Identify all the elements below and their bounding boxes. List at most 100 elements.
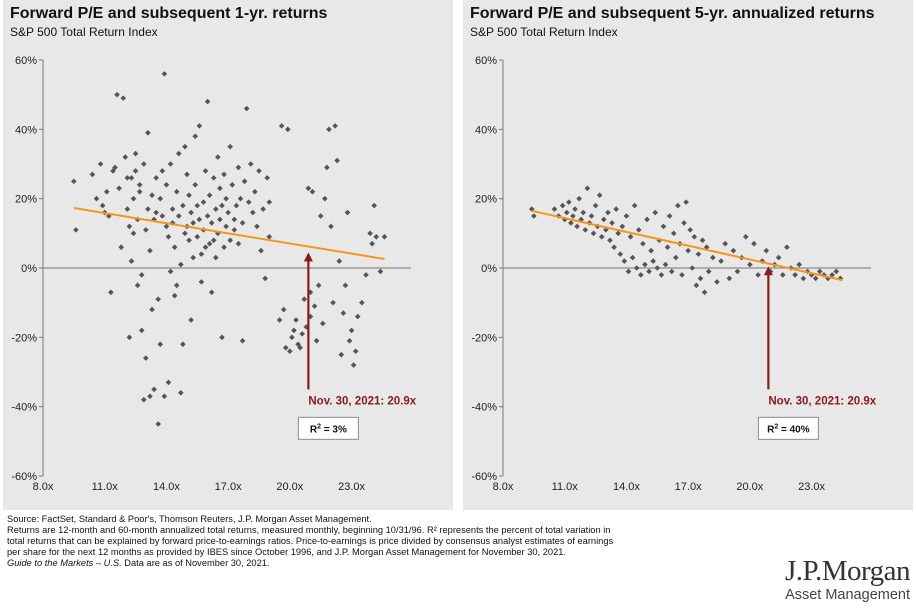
data-point [584,185,591,192]
data-point [650,258,656,264]
data-point [301,296,308,302]
data-point [165,234,172,240]
data-point [217,216,223,223]
r-squared-r: R [310,424,318,435]
data-point [178,261,184,268]
data-point [223,195,229,202]
data-point [330,299,336,306]
data-point [817,268,823,275]
data-point [328,223,334,230]
data-point [138,272,145,278]
data-point [348,327,355,334]
data-point [699,237,706,244]
data-point [367,230,373,237]
data-point [147,393,153,400]
data-point [184,171,190,178]
data-point [668,268,675,275]
data-point [151,216,157,223]
data-point [640,240,646,247]
data-point [691,234,698,240]
data-point [670,230,677,237]
y-tick-label: -60% [471,471,497,483]
data-point [231,216,238,223]
y-tick-label: 60% [475,55,497,67]
data-point [359,299,365,306]
data-point [130,230,137,237]
data-point [613,206,619,212]
data-point [566,199,572,205]
chart-subtitle: S&P 500 Total Return Index [470,25,618,39]
data-point [227,237,233,244]
trend-line [531,209,843,282]
data-point [747,261,753,268]
data-point [225,209,231,216]
data-point [202,244,209,250]
data-point [194,234,201,240]
data-point [213,254,219,261]
y-tick-label: 60% [15,55,37,67]
r-squared-sup: 2 [317,423,321,430]
data-point [619,223,626,230]
data-point [204,213,211,219]
data-point [178,390,184,396]
data-point [326,126,332,133]
data-point [258,247,264,254]
data-point [204,98,211,105]
data-point [153,175,159,181]
data-point [751,240,757,247]
data-point [192,182,199,188]
data-point [206,192,213,198]
data-point [607,237,613,244]
annotation-arrow-head [763,266,773,276]
data-point [167,161,174,167]
data-point [262,275,268,282]
data-point [796,261,803,268]
data-point [73,227,79,233]
data-point [108,289,114,296]
x-tick-label: 14.0x [613,481,640,493]
data-point [792,272,798,278]
data-point [332,123,338,129]
data-point [153,209,159,216]
x-tick-label: 8.0x [493,481,514,493]
r-squared-label: R2 = 40% [767,423,810,435]
r-squared-label: R2 = 3% [310,423,347,435]
data-point [305,185,312,192]
data-point [221,171,227,178]
x-tick-label: 17.0x [675,481,702,493]
data-point [291,327,297,334]
data-point [155,296,161,302]
data-point [247,161,254,167]
data-point [143,355,149,361]
x-tick-label: 8.0x [33,481,54,493]
data-point [175,150,182,157]
r-squared-value: = 40% [778,424,810,435]
footnote-returns-cont: total returns that can be explained by f… [7,536,614,546]
data-point [219,334,225,341]
data-point [136,182,143,188]
data-point [718,258,724,264]
data-point [354,313,361,320]
data-point [134,282,141,289]
data-point [217,185,223,192]
y-tick-label: 40% [15,124,37,136]
data-point [147,247,153,254]
data-point [381,234,388,240]
data-point [574,223,580,230]
data-point [317,213,324,219]
data-point [342,282,349,289]
data-point [710,254,716,261]
data-point [190,254,196,261]
data-point [531,213,537,219]
data-point [572,206,578,212]
data-point [233,202,240,209]
y-tick-label: -20% [471,332,497,344]
data-point [145,130,151,136]
scatter-plot-1yr: -60% -40% -20% 0% 20% 40% 60% 8.0x 11.0x 14.0x 17.… [11,55,416,493]
data-point [163,223,170,230]
data-point [627,234,634,240]
data-point [648,247,654,254]
data-point [660,223,667,230]
data-point [163,182,170,188]
data-point [829,272,835,278]
